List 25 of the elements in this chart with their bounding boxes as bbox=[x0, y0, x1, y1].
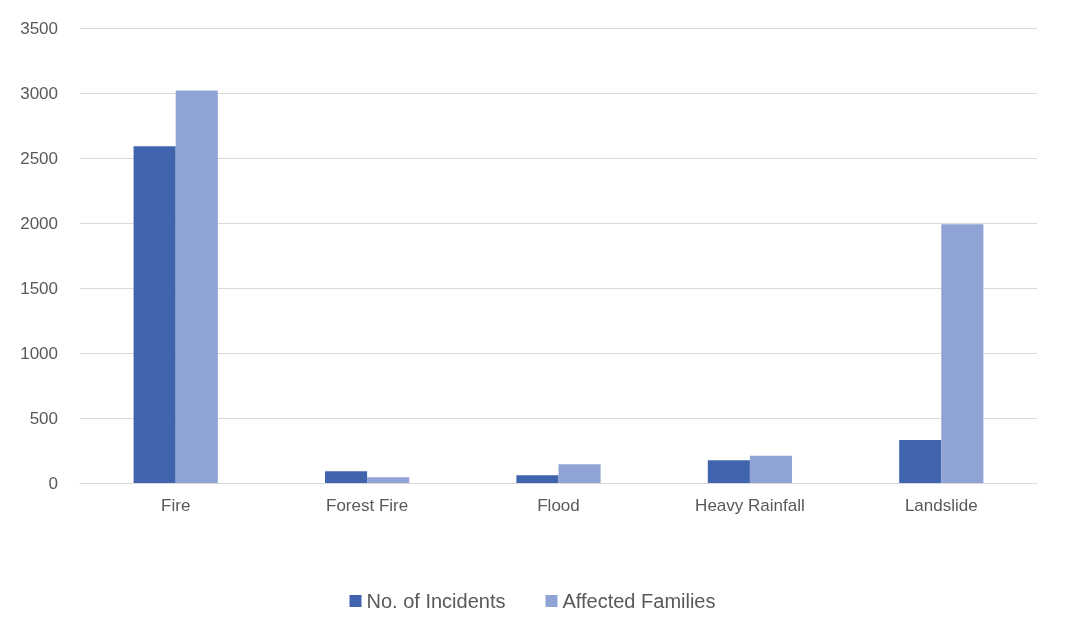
bar bbox=[899, 440, 942, 483]
x-tick-label: Flood bbox=[537, 496, 580, 515]
y-tick-label: 1000 bbox=[20, 343, 58, 363]
bar bbox=[367, 477, 410, 483]
x-tick-label: Landslide bbox=[904, 496, 978, 515]
x-tick-label: Heavy Rainfall bbox=[695, 496, 805, 515]
legend-label: No. of Incidents bbox=[366, 590, 506, 612]
bar bbox=[749, 455, 793, 483]
y-tick-label: 3500 bbox=[20, 18, 58, 38]
y-tick-label: 1500 bbox=[20, 278, 58, 298]
bar bbox=[324, 471, 368, 483]
bar bbox=[175, 90, 218, 483]
x-tick-label: Forest Fire bbox=[326, 496, 409, 515]
bar bbox=[707, 460, 750, 483]
y-tick-label: 2000 bbox=[20, 213, 58, 233]
bar bbox=[133, 146, 176, 483]
y-tick-label: 2500 bbox=[20, 148, 58, 168]
y-tick-label: 0 bbox=[48, 473, 58, 493]
bar bbox=[516, 475, 559, 483]
y-tick-label: 500 bbox=[29, 408, 58, 428]
bar bbox=[941, 224, 984, 483]
y-tick-label: 3000 bbox=[20, 83, 58, 103]
x-tick-label: Fire bbox=[161, 496, 191, 515]
legend-label: Affected Families bbox=[562, 590, 716, 612]
bar bbox=[558, 464, 601, 483]
